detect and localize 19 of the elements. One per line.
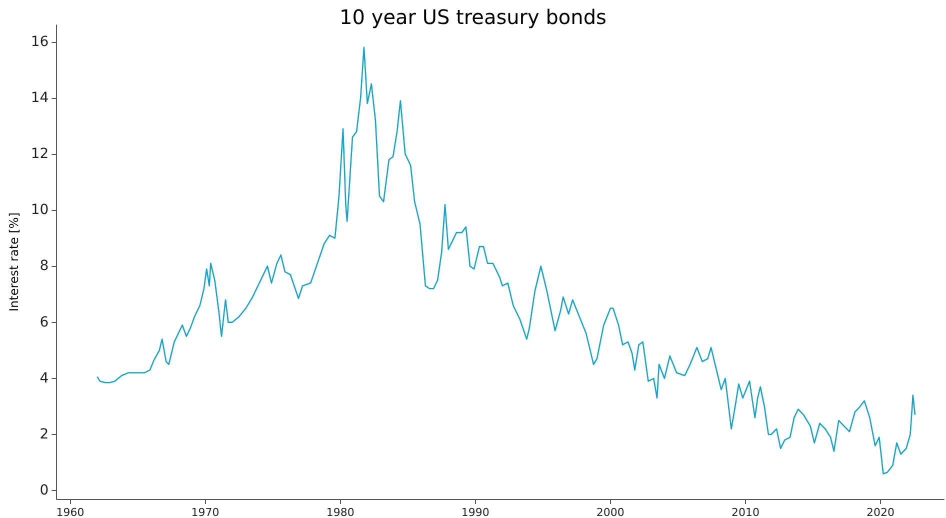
x-tick-label: 1970 — [191, 506, 220, 518]
y-tick-label: 16 — [30, 34, 49, 50]
y-tick-label: 10 — [30, 202, 49, 218]
y-tick-label: 2 — [40, 426, 49, 442]
x-tick-label: 1960 — [56, 506, 84, 518]
y-axis-title: Interest rate [%] — [7, 212, 21, 312]
x-tick-label: 2020 — [866, 506, 895, 518]
x-tick-label: 1990 — [461, 506, 490, 518]
x-tick-label: 2010 — [731, 506, 760, 518]
y-tick-label: 14 — [30, 90, 49, 106]
line-series — [96, 46, 916, 474]
x-tick-label: 2000 — [596, 506, 624, 518]
y-tick-label: 4 — [40, 370, 49, 386]
chart-title: 10 year US treasury bonds — [340, 5, 606, 29]
y-tick-label: 0 — [40, 482, 49, 499]
y-tick-label: 6 — [40, 314, 49, 330]
x-tick-label: 1980 — [326, 506, 354, 518]
y-tick-label: 12 — [30, 146, 49, 162]
y-tick-label: 8 — [40, 258, 49, 274]
